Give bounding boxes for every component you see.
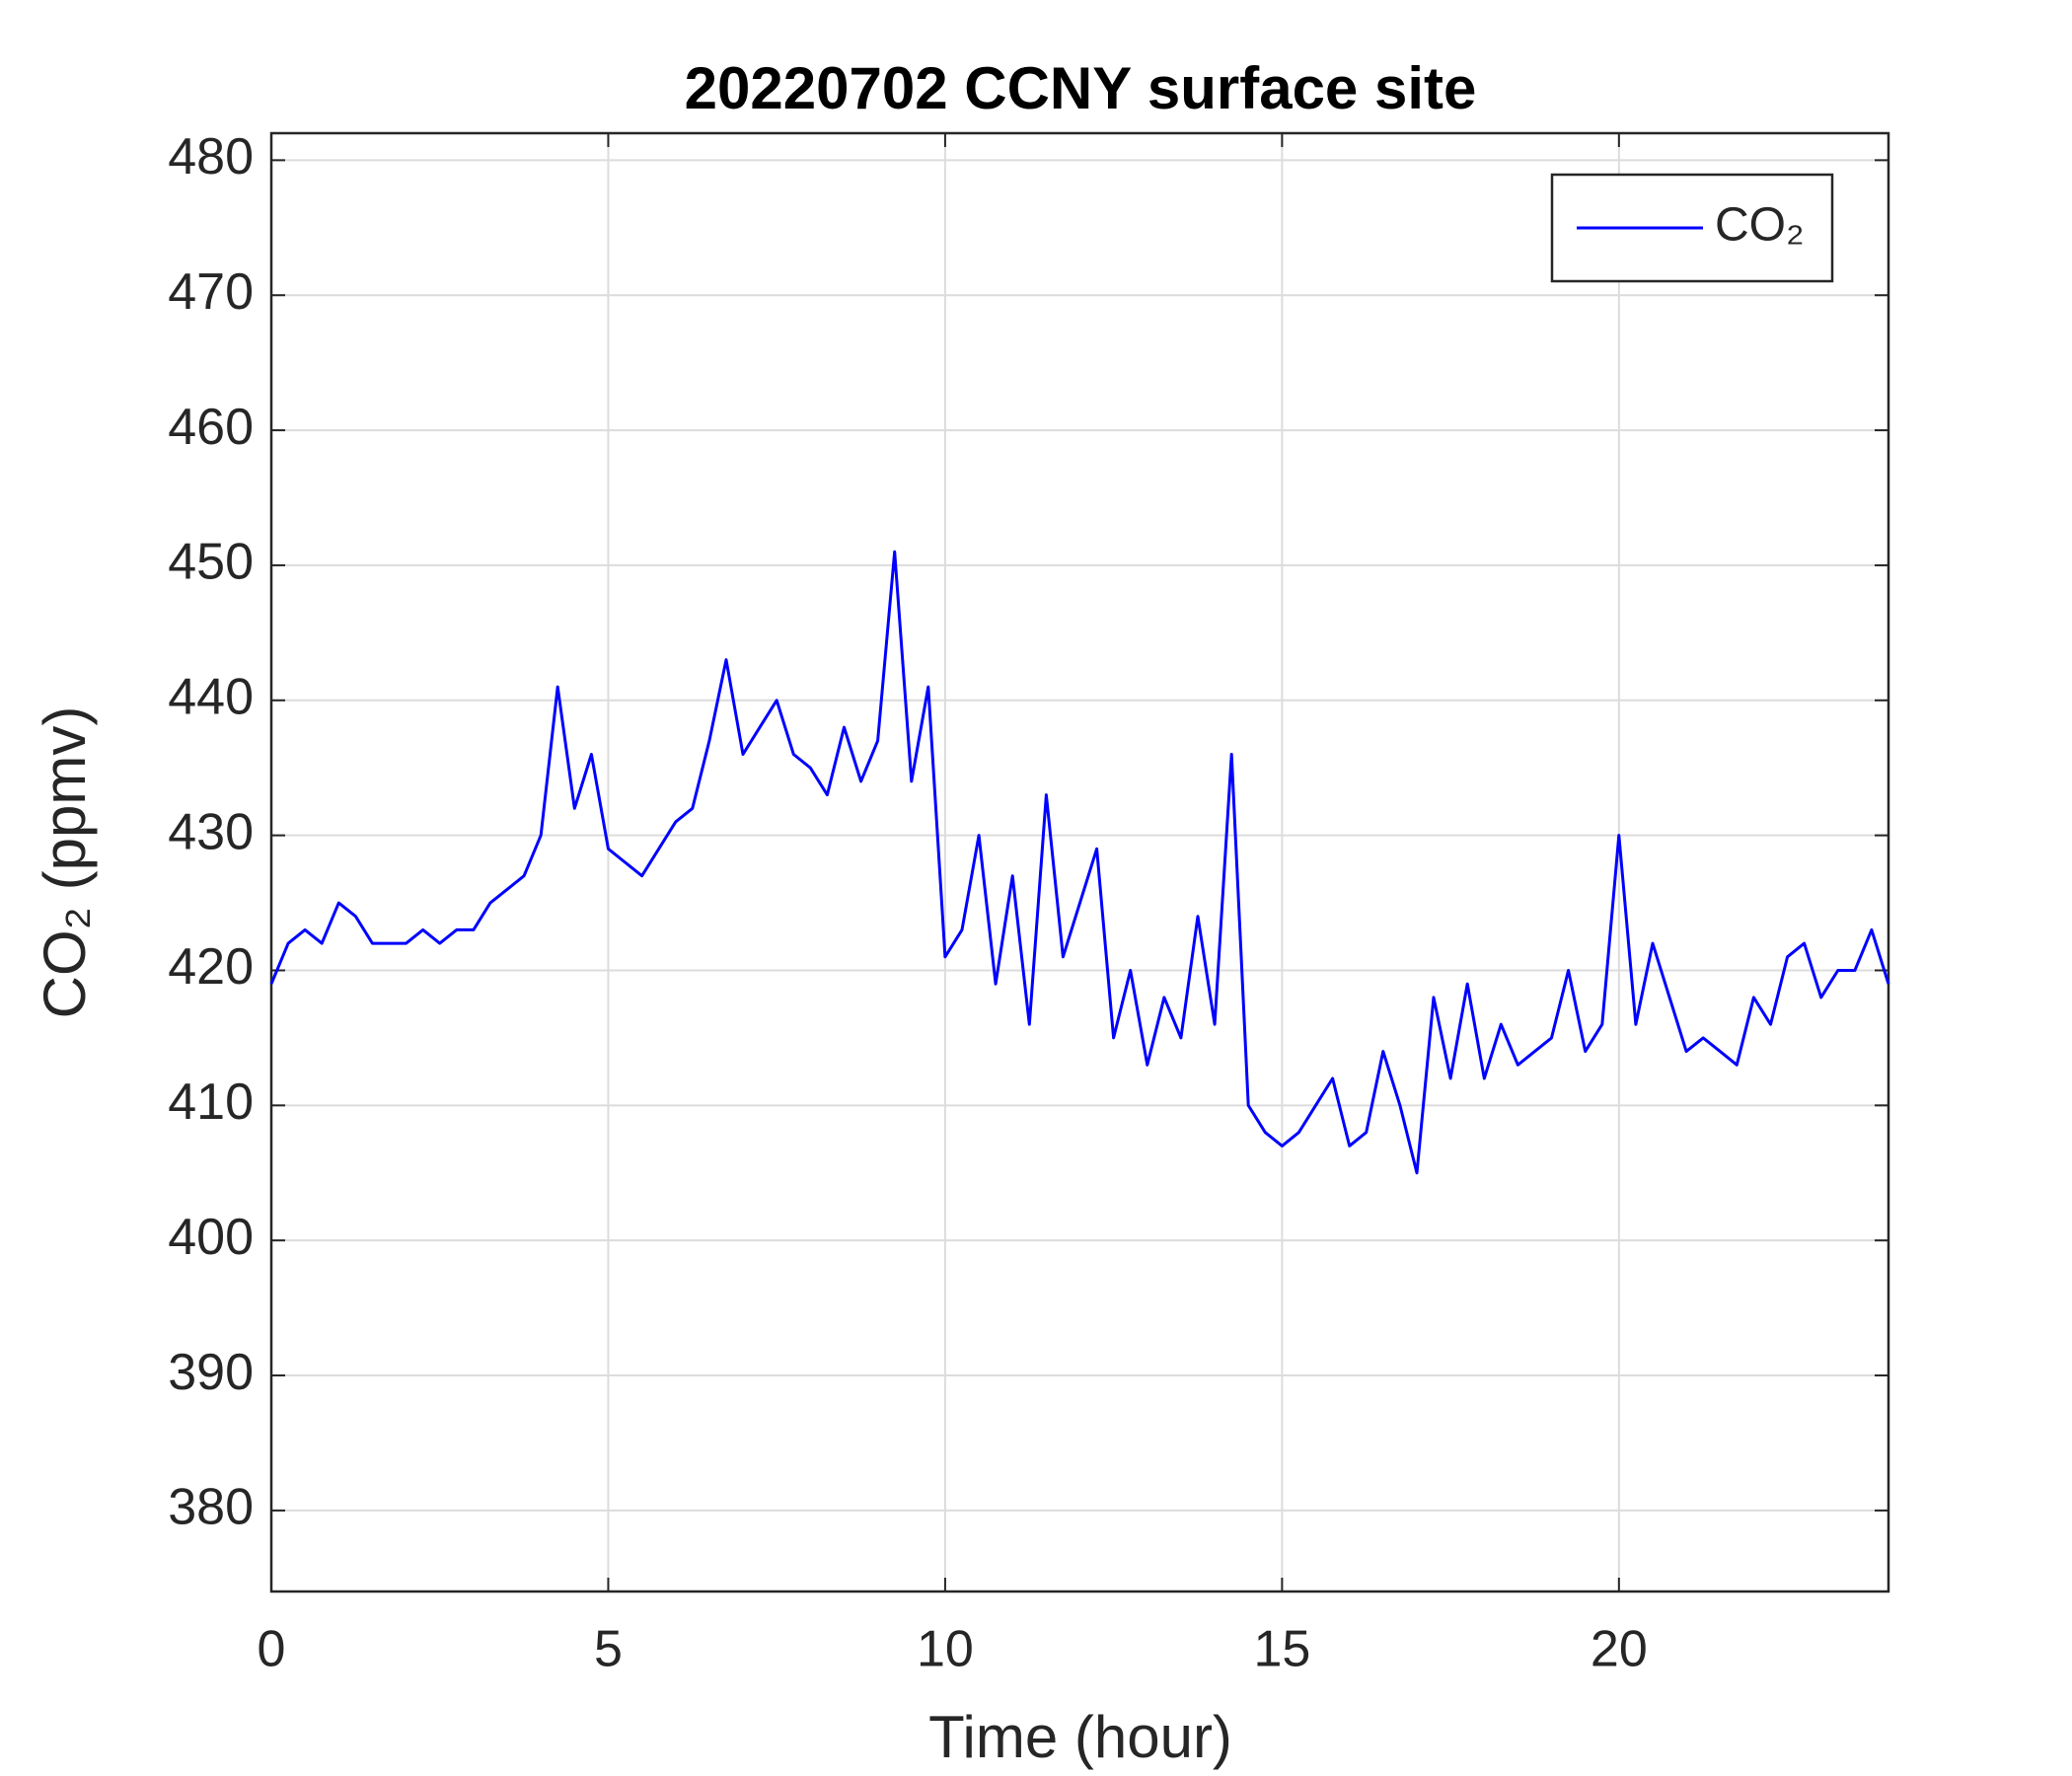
chart-title: 20220702 CCNY surface site xyxy=(685,55,1477,121)
y-axis-label: CO₂ (ppmv) xyxy=(32,706,98,1019)
x-tick-label: 20 xyxy=(1591,1621,1648,1678)
x-axis-label: Time (hour) xyxy=(928,1704,1232,1770)
y-tick-label: 450 xyxy=(168,534,254,591)
x-tick-label: 5 xyxy=(594,1621,623,1678)
y-tick-label: 420 xyxy=(168,938,254,996)
x-tick-label: 0 xyxy=(258,1621,286,1678)
plot-frame xyxy=(269,131,1890,1593)
y-tick-label: 480 xyxy=(168,128,254,185)
y-tick-label: 410 xyxy=(168,1073,254,1131)
y-tick-label: 400 xyxy=(168,1209,254,1266)
y-tick-label: 380 xyxy=(168,1479,254,1536)
y-tick-label: 460 xyxy=(168,399,254,456)
y-tick-label: 440 xyxy=(168,669,254,726)
y-tick-label: 470 xyxy=(168,263,254,321)
y-tick-label: 430 xyxy=(168,803,254,860)
x-tick-label: 15 xyxy=(1253,1621,1310,1678)
legend-label: CO₂ xyxy=(1715,199,1805,252)
data-line xyxy=(269,550,1890,1175)
x-tick-label: 10 xyxy=(917,1621,974,1678)
y-tick-label: 390 xyxy=(168,1344,254,1401)
